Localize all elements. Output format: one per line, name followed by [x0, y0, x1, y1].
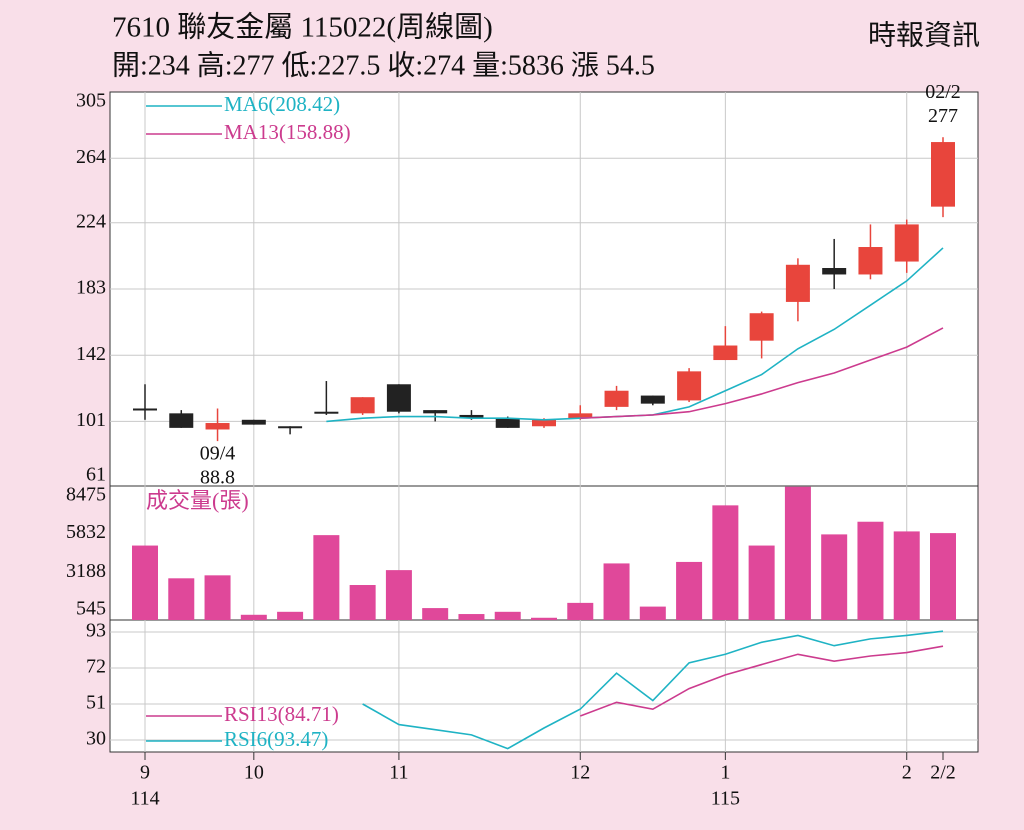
volume-bar [313, 535, 340, 620]
y-tick-label: 30 [86, 728, 106, 750]
y-tick-label: 224 [76, 210, 106, 232]
x-tick-label: 11 [389, 762, 408, 784]
volume-title: 成交量(張) [146, 488, 249, 513]
volume-bar [204, 575, 231, 620]
candle-body [314, 411, 339, 414]
candle-body [241, 419, 266, 425]
candle-body [858, 247, 883, 275]
volume-bar [930, 533, 956, 620]
annotation-date: 09/4 [200, 443, 236, 465]
volume-bar [531, 617, 557, 620]
candle-body [278, 426, 303, 429]
legend-label: MA6(208.42) [224, 92, 340, 116]
candle-body [785, 264, 810, 302]
candle-body [386, 384, 411, 412]
legend-label: RSI6(93.47) [224, 727, 328, 751]
y-tick-label: 264 [76, 146, 106, 168]
y-tick-label: 3188 [66, 560, 106, 582]
candle-body [677, 371, 702, 401]
candle-body [133, 408, 157, 411]
y-tick-label: 51 [86, 692, 106, 714]
year-label: 115 [711, 788, 740, 810]
x-tick-label: 9 [140, 762, 150, 784]
chart-title: 7610 聯友金屬 115022(周線圖) [112, 11, 493, 44]
x-tick-label: 12 [570, 762, 590, 784]
candle-body [205, 423, 230, 430]
volume-bar [494, 611, 521, 620]
y-tick-label: 545 [76, 598, 106, 620]
y-tick-label: 8475 [66, 484, 106, 506]
volume-bar [712, 505, 739, 620]
x-tick-label: 2 [902, 762, 912, 784]
y-tick-label: 61 [86, 464, 106, 486]
y-tick-label: 142 [76, 343, 106, 365]
y-tick-label: 93 [86, 620, 106, 642]
x-tick-label: 10 [244, 762, 264, 784]
y-tick-label: 305 [76, 90, 106, 112]
chart-subtitle: 開:234 高:277 低:227.5 收:274 量:5836 漲 54.5 [112, 49, 655, 81]
volume-bar [639, 606, 666, 620]
candle-body [568, 413, 593, 419]
candle-body [495, 418, 520, 428]
annotation-value: 277 [928, 105, 958, 127]
x-tick-label: 1 [720, 762, 730, 784]
candle-body [459, 414, 484, 419]
volume-bar [784, 486, 811, 620]
volume-bar [567, 602, 594, 620]
candle-body [822, 268, 847, 275]
volume-bar [857, 521, 884, 620]
candle-body [169, 413, 194, 428]
annotation-date: 02/2 [925, 81, 961, 103]
volume-bar [603, 563, 630, 620]
volume-bar [458, 614, 485, 620]
legend-label: MA13(158.88) [224, 120, 351, 144]
candle-body [713, 345, 738, 361]
year-label: 114 [130, 788, 159, 810]
candle-body [532, 419, 556, 427]
volume-bar [676, 561, 703, 620]
candle-body [604, 390, 629, 407]
line [579, 645, 944, 717]
candle-body [749, 313, 774, 341]
volume-bar [385, 570, 412, 620]
y-tick-label: 72 [86, 656, 106, 678]
annotation-value: 88.8 [200, 467, 235, 489]
volume-bar [277, 611, 304, 620]
y-tick-label: 183 [76, 277, 106, 299]
source: 時報資訊 [868, 19, 980, 51]
volume-bar [893, 531, 920, 620]
legend-label: RSI13(84.71) [224, 702, 339, 726]
line [362, 630, 944, 750]
volume-bar [168, 578, 195, 620]
volume-bar [422, 608, 449, 620]
candle-body [423, 410, 448, 414]
y-tick-label: 101 [76, 409, 106, 431]
candle-body [350, 397, 375, 414]
y-tick-label: 5832 [66, 521, 106, 543]
line [580, 327, 944, 419]
candle-body [640, 395, 665, 404]
volume-bar [349, 585, 376, 620]
volume-bar [748, 545, 775, 620]
x-tick-label: 2/2 [930, 762, 956, 784]
volume-bar [240, 614, 267, 620]
candle-body [931, 142, 955, 207]
volume-bar [132, 545, 158, 620]
volume-bar [821, 534, 848, 620]
candle-body [894, 224, 919, 262]
